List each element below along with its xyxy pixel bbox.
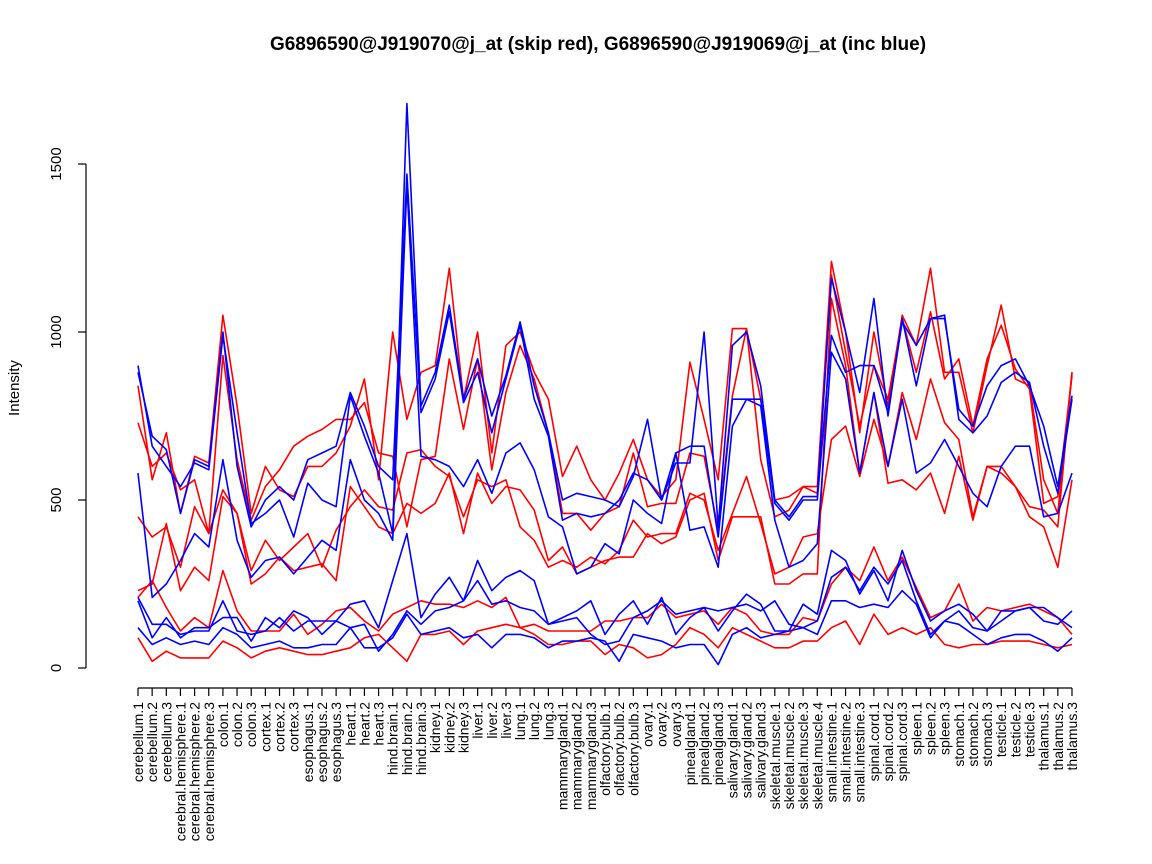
series-line-10 — [137, 532, 1073, 636]
x-tick-label: lung.3 — [540, 702, 556, 740]
x-tick-label: liver.2 — [484, 702, 500, 739]
x-tick-label: skeletal.muscle.3 — [795, 702, 811, 810]
x-tick-label: kidney.2 — [441, 702, 457, 753]
x-tick-label: hind.brain.2 — [399, 702, 415, 775]
x-tick-label: colon.1 — [215, 702, 231, 747]
x-tick-label: cerebellum.1 — [130, 702, 146, 782]
x-tick-label: thalamus.3 — [1064, 702, 1080, 771]
x-tick-label: mammarygland.1 — [555, 702, 571, 810]
x-tick-label: skeletal.muscle.2 — [781, 702, 797, 810]
series-line-7 — [137, 102, 1073, 538]
x-tick-label: spleen.2 — [922, 702, 938, 755]
x-tick-label: pinealgland.1 — [682, 702, 698, 786]
x-tick-label: mammarygland.3 — [583, 702, 599, 810]
x-tick-label: thalamus.2 — [1050, 702, 1066, 771]
x-tick-label: heart.3 — [371, 702, 387, 746]
x-tick-label: hind.brain.1 — [385, 702, 401, 775]
x-tick-label: heart.2 — [356, 702, 372, 746]
x-tick-label: esophagus.3 — [328, 702, 344, 782]
x-tick-label: spinal.cord.2 — [880, 702, 896, 782]
x-tick-label: cerebral.hemisphere.1 — [172, 702, 188, 842]
x-tick-label: spinal.cord.3 — [894, 702, 910, 782]
series-line-9 — [137, 183, 1073, 599]
x-tick-label: ovary.1 — [639, 702, 655, 747]
y-tick-label: 500 — [48, 487, 65, 512]
x-tick-label: small.intestine.1 — [823, 702, 839, 803]
x-tick-label: stomach.3 — [979, 702, 995, 767]
x-tick-label: pinealgland.2 — [696, 702, 712, 786]
x-tick-label: thalamus.1 — [1036, 702, 1052, 771]
x-tick-label: testicle.2 — [1007, 702, 1023, 757]
x-tick-label: olfactory.bulb.2 — [611, 702, 627, 796]
series-line-6 — [137, 613, 1073, 663]
x-tick-label: cerebral.hemisphere.2 — [187, 702, 203, 842]
x-tick-label: olfactory.bulb.1 — [597, 702, 613, 796]
x-tick-label: heart.1 — [342, 702, 358, 746]
x-tick-label: cortex.1 — [257, 702, 273, 752]
x-tick-label: ovary.3 — [668, 702, 684, 747]
x-tick-label: liver.1 — [470, 702, 486, 739]
x-tick-label: salivary.gland.3 — [753, 702, 769, 798]
x-tick-label: spleen.1 — [908, 702, 924, 755]
x-tick-label: cortex.3 — [286, 702, 302, 752]
x-tick-label: spleen.3 — [937, 702, 953, 755]
x-tick-label: lung.2 — [526, 702, 542, 740]
x-tick-label: testicle.1 — [993, 702, 1009, 757]
x-tick-label: esophagus.1 — [300, 702, 316, 782]
x-tick-label: ovary.2 — [654, 702, 670, 747]
x-axis: cerebellum.1cerebellum.2cerebellum.3cere… — [130, 687, 1080, 842]
series-line-2 — [137, 274, 1073, 535]
x-tick-label: cortex.2 — [272, 702, 288, 752]
x-tick-label: cerebral.hemisphere.3 — [201, 702, 217, 842]
x-tick-label: testicle.3 — [1022, 702, 1038, 757]
y-tick-label: 1000 — [48, 315, 65, 348]
x-tick-label: skeletal.muscle.4 — [809, 702, 825, 810]
y-axis: 0 500 1000 1500 — [48, 147, 87, 672]
x-tick-label: liver.3 — [498, 702, 514, 739]
x-tick-label: cerebellum.2 — [144, 702, 160, 782]
x-tick-label: mammarygland.2 — [569, 702, 585, 810]
series-line-8 — [137, 173, 1073, 538]
x-tick-label: salivary.gland.1 — [724, 702, 740, 798]
x-tick-label: small.intestine.3 — [852, 702, 868, 803]
x-tick-label: kidney.3 — [455, 702, 471, 753]
series-group — [137, 102, 1073, 666]
series-line-3 — [137, 372, 1073, 575]
x-tick-label: kidney.1 — [427, 702, 443, 753]
y-tick-label: 1500 — [48, 147, 65, 180]
x-tick-label: skeletal.muscle.1 — [767, 702, 783, 810]
x-tick-label: cerebellum.3 — [158, 702, 174, 782]
x-tick-label: salivary.gland.2 — [739, 702, 755, 798]
x-tick-label: stomach.1 — [951, 702, 967, 767]
x-tick-label: hind.brain.3 — [413, 702, 429, 775]
x-tick-label: small.intestine.2 — [838, 702, 854, 803]
series-line-5 — [137, 546, 1073, 636]
series-line-12 — [137, 589, 1073, 666]
x-tick-label: esophagus.2 — [314, 702, 330, 782]
x-tick-label: lung.1 — [512, 702, 528, 740]
x-tick-label: colon.2 — [229, 702, 245, 747]
x-tick-label: stomach.2 — [965, 702, 981, 767]
chart-title: G6896590@J919070@j_at (skip red), G68965… — [270, 34, 926, 55]
y-tick-label: 0 — [48, 664, 65, 672]
x-tick-label: olfactory.bulb.3 — [625, 702, 641, 796]
x-tick-label: spinal.cord.1 — [866, 702, 882, 782]
series-line-4 — [137, 297, 1073, 592]
y-axis-label: Intensity — [6, 360, 23, 416]
x-tick-label: colon.3 — [243, 702, 259, 747]
x-tick-label: pinealgland.3 — [710, 702, 726, 786]
series-line-11 — [137, 559, 1073, 653]
